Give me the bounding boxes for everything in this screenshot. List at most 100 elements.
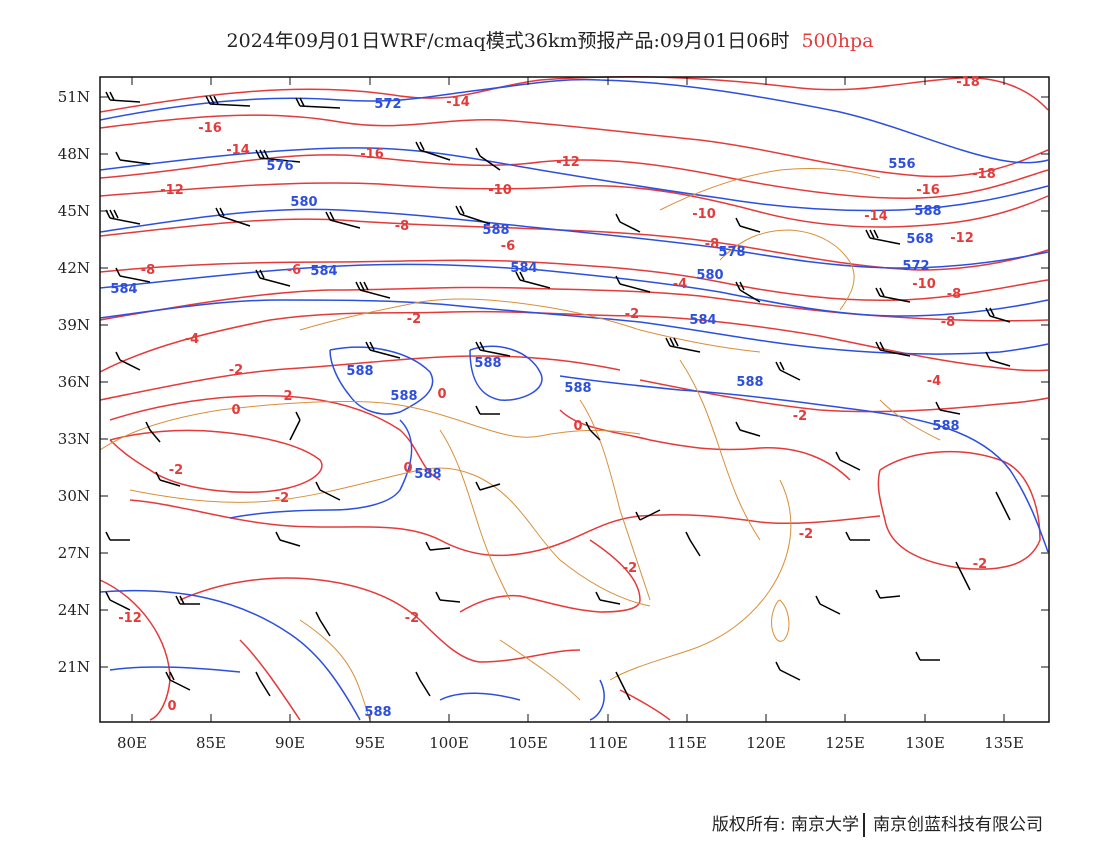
height-label: 588	[474, 356, 501, 371]
temp-label: -12	[950, 231, 974, 246]
temp-label: -10	[912, 277, 936, 292]
lon-label: 80E	[117, 734, 147, 752]
height-label: 588	[736, 375, 763, 390]
temp-label: -12	[556, 155, 580, 170]
lon-label: 105E	[508, 734, 548, 752]
temp-label: -8	[947, 287, 961, 302]
temp-label: -12	[160, 183, 184, 198]
temp-label: -8	[395, 219, 409, 234]
temp-label: -10	[488, 183, 512, 198]
plot-frame	[99, 76, 1050, 723]
height-label: 588	[414, 467, 441, 482]
footer-divider	[863, 813, 865, 837]
temp-label: 0	[403, 461, 412, 476]
temp-label: -14	[864, 209, 888, 224]
height-label: 588	[932, 419, 959, 434]
temp-label: -2	[799, 527, 813, 542]
copyright-right: 南京创蓝科技有限公司	[873, 815, 1043, 835]
title-level: 500hpa	[801, 30, 874, 52]
height-label: 588	[564, 381, 591, 396]
lat-label: 39N	[58, 316, 90, 334]
height-contour-labels: 572 576 580 584 588 556 568 572 578 584 …	[110, 97, 959, 720]
temp-label: 0	[437, 387, 446, 402]
height-label: 584	[310, 264, 337, 279]
temp-label: 0	[231, 403, 240, 418]
temp-label: -8	[941, 315, 955, 330]
temp-label: -2	[625, 307, 639, 322]
lon-label: 115E	[667, 734, 707, 752]
temp-label: -4	[185, 332, 199, 347]
lon-label: 120E	[746, 734, 786, 752]
temp-label: -2	[623, 561, 637, 576]
height-label: 588	[390, 389, 417, 404]
height-label: 584	[510, 261, 537, 276]
wind-barbs	[105, 91, 1011, 701]
height-label: 588	[346, 364, 373, 379]
copyright-footer: 版权所有: 南京大学 南京创蓝科技有限公司	[712, 810, 1043, 837]
height-label: 588	[482, 223, 509, 238]
temp-label: -16	[916, 183, 940, 198]
temp-label: -2	[229, 363, 243, 378]
lat-label: 33N	[58, 430, 90, 448]
longitude-labels: 80E 85E 90E 95E 100E 105E 110E 115E 120E…	[117, 734, 1024, 752]
temp-label: -16	[360, 147, 384, 162]
temp-label: -8	[141, 263, 155, 278]
height-label: 568	[906, 232, 933, 247]
temperature-contours	[99, 75, 1049, 721]
temp-label: -2	[793, 409, 807, 424]
temp-label: -14	[446, 95, 470, 110]
temp-label: 0	[573, 419, 582, 434]
height-label: 584	[689, 313, 716, 328]
height-label: 584	[110, 282, 137, 297]
latitude-labels: 51N 48N 45N 42N 39N 36N 33N 30N 27N 24N …	[58, 88, 90, 676]
height-label: 572	[374, 97, 401, 112]
height-label: 556	[888, 157, 915, 172]
temp-label: -6	[501, 239, 515, 254]
temp-label: -2	[405, 611, 419, 626]
height-label: 578	[718, 245, 745, 260]
height-label: 572	[902, 259, 929, 274]
temp-label: -16	[198, 121, 222, 136]
temp-label: -2	[973, 557, 987, 572]
temp-label: -4	[673, 277, 687, 292]
height-label: 588	[364, 705, 391, 720]
lat-label: 45N	[58, 202, 90, 220]
lon-label: 90E	[275, 734, 305, 752]
lon-label: 95E	[355, 734, 385, 752]
height-label: 588	[914, 204, 941, 219]
temp-label: -2	[407, 312, 421, 327]
lon-label: 110E	[588, 734, 628, 752]
geopotential-height-contours	[99, 78, 1049, 721]
lon-label: 85E	[196, 734, 226, 752]
height-label: 580	[696, 268, 723, 283]
title-main: 2024年09月01日WRF/cmaq模式36km预报产品:09月01日06时	[226, 30, 790, 52]
lat-label: 27N	[58, 544, 90, 562]
lat-label: 42N	[58, 259, 90, 277]
temp-label: 2	[283, 389, 292, 404]
temp-label: -10	[692, 207, 716, 222]
lat-label: 48N	[58, 145, 90, 163]
lat-label: 24N	[58, 601, 90, 619]
lat-label: 30N	[58, 487, 90, 505]
temp-label: -18	[972, 167, 996, 182]
temperature-contour-labels: -14 -16 -14 -16 -12 -12 -10 -8 -6 -8 -6 …	[118, 75, 996, 714]
lon-label: 130E	[905, 734, 945, 752]
height-label: 576	[266, 159, 293, 174]
lat-label: 36N	[58, 373, 90, 391]
temp-label: -14	[226, 143, 250, 158]
lon-label: 135E	[984, 734, 1024, 752]
map-title: 2024年09月01日WRF/cmaq模式36km预报产品:09月01日06时 5…	[0, 26, 1100, 53]
lon-label: 125E	[825, 734, 865, 752]
lat-label: 51N	[58, 88, 90, 106]
temp-label: -18	[956, 75, 980, 90]
copyright-left: 版权所有: 南京大学	[711, 815, 859, 835]
temp-label: -2	[169, 463, 183, 478]
temp-label: -4	[927, 374, 941, 389]
province-borders	[99, 167, 941, 721]
temp-label: 0	[167, 699, 176, 714]
height-label: 580	[290, 195, 317, 210]
temp-label: -12	[118, 611, 142, 626]
temp-label: -2	[275, 491, 289, 506]
temp-label: -6	[287, 263, 301, 278]
